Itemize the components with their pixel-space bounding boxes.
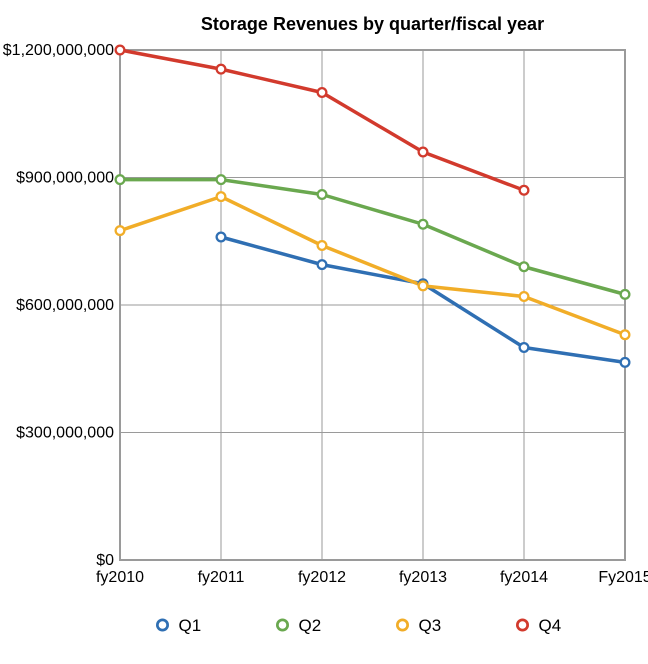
series-line [120,197,625,335]
marker-inner [319,261,325,267]
chart-title: Storage Revenues by quarter/fiscal year [201,14,544,34]
x-tick-label: fy2014 [500,569,548,586]
legend-label: Q1 [179,616,202,635]
marker-inner [218,176,224,182]
x-tick-label: fy2010 [96,569,144,586]
marker-inner [622,332,628,338]
marker-inner [521,293,527,299]
marker-inner [521,187,527,193]
legend-marker-inner [159,621,167,629]
y-tick-label: $600,000,000 [16,297,114,314]
series-line [120,180,625,295]
legend-label: Q4 [539,616,562,635]
y-tick-label: $900,000,000 [16,170,114,187]
marker-inner [218,193,224,199]
marker-inner [218,66,224,72]
y-tick-label: $0 [96,552,114,569]
chart-svg: Storage Revenues by quarter/fiscal year $… [0,0,648,664]
x-tick-label: Fy2015 [598,569,648,586]
chart-container: Storage Revenues by quarter/fiscal year $… [0,0,648,664]
marker-inner [521,344,527,350]
marker-inner [521,264,527,270]
marker-inner [420,283,426,289]
x-tick-label: fy2012 [298,569,346,586]
x-tick-label: fy2013 [399,569,447,586]
legend-label: Q2 [299,616,322,635]
marker-inner [622,291,628,297]
marker-inner [420,221,426,227]
y-tick-label: $300,000,000 [16,425,114,442]
marker-inner [117,227,123,233]
marker-inner [319,242,325,248]
marker-inner [319,89,325,95]
legend-label: Q3 [419,616,442,635]
marker-inner [117,47,123,53]
marker-inner [420,149,426,155]
marker-inner [319,191,325,197]
legend-marker-inner [519,621,527,629]
legend-marker-inner [399,621,407,629]
x-tick-label: fy2011 [198,569,245,586]
marker-inner [622,359,628,365]
marker-inner [117,176,123,182]
marker-inner [218,234,224,240]
legend-marker-inner [279,621,287,629]
y-tick-label: $1,200,000,000 [3,42,114,59]
